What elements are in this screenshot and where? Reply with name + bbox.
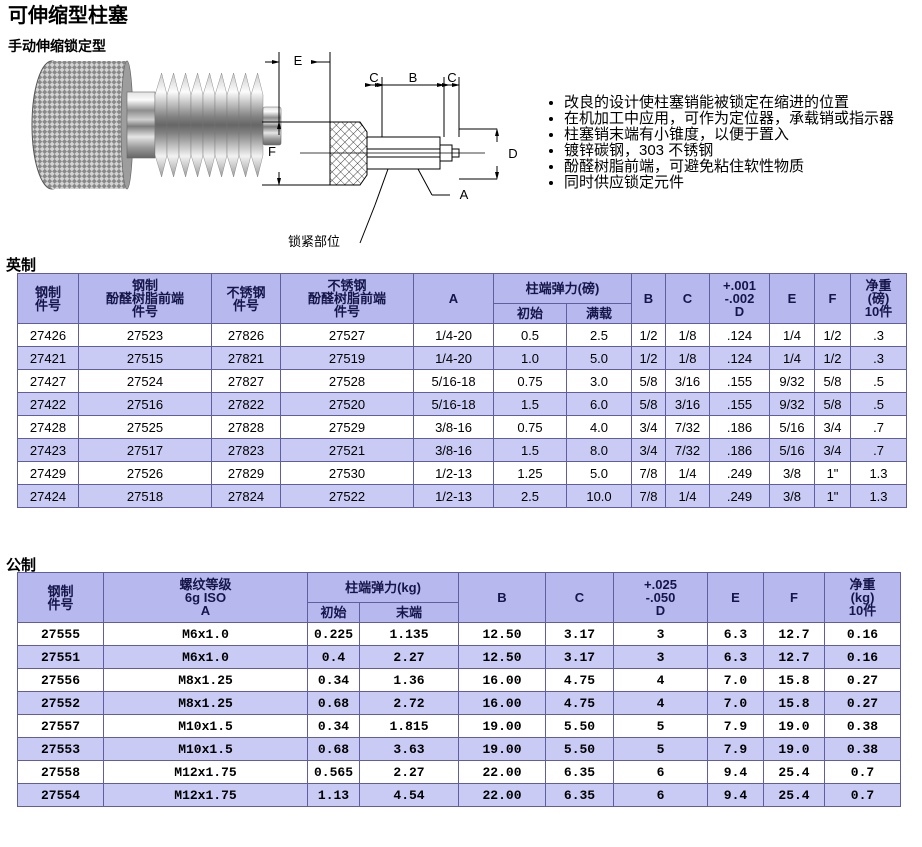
svg-text:锁紧部位: 锁紧部位 xyxy=(288,234,340,249)
svg-text:B: B xyxy=(409,70,418,85)
svg-text:F: F xyxy=(268,144,276,159)
svg-text:E: E xyxy=(294,53,303,68)
svg-text:D: D xyxy=(508,146,517,161)
svg-text:A: A xyxy=(460,187,469,202)
svg-text:C: C xyxy=(447,70,456,85)
svg-text:C: C xyxy=(369,70,378,85)
